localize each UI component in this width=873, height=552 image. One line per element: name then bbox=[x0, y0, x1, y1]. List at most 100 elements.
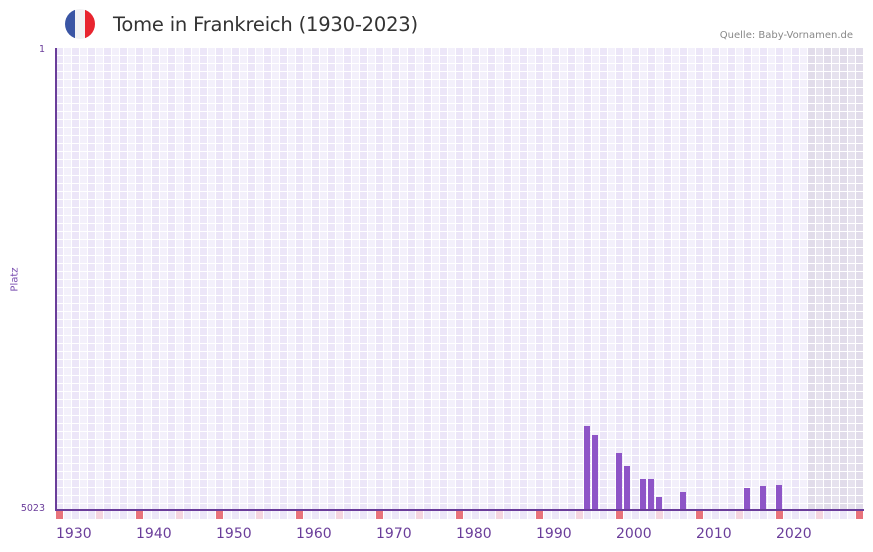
grid-cell bbox=[168, 200, 175, 207]
grid-cell bbox=[176, 112, 183, 119]
grid-cell bbox=[144, 448, 151, 455]
grid-cell bbox=[80, 128, 87, 135]
grid-cell bbox=[160, 408, 167, 415]
grid-cell bbox=[200, 256, 207, 263]
grid-cell bbox=[200, 368, 207, 375]
grid-cell bbox=[56, 320, 63, 327]
grid-cell bbox=[72, 176, 79, 183]
y-tick-bottom: 5023 bbox=[20, 503, 45, 514]
grid-cell bbox=[88, 248, 95, 255]
grid-cell bbox=[176, 448, 183, 455]
grid-cell bbox=[88, 384, 95, 391]
grid-cell bbox=[88, 352, 95, 359]
grid-cell bbox=[128, 312, 135, 319]
grid-cell bbox=[176, 192, 183, 199]
grid-cell bbox=[88, 176, 95, 183]
grid-cell bbox=[88, 472, 95, 479]
grid-cell bbox=[80, 200, 87, 207]
grid-cell bbox=[136, 184, 143, 191]
grid-cell bbox=[96, 296, 103, 303]
grid-cell bbox=[192, 240, 199, 247]
grid-cell bbox=[192, 184, 199, 191]
grid-cell bbox=[176, 56, 183, 63]
grid-cell bbox=[96, 448, 103, 455]
grid-cell bbox=[184, 504, 191, 510]
grid-cell bbox=[176, 424, 183, 431]
grid-cell bbox=[144, 496, 151, 503]
grid-cell bbox=[184, 400, 191, 407]
grid-cell bbox=[136, 424, 143, 431]
grid-cell bbox=[176, 64, 183, 71]
grid-cell bbox=[96, 472, 103, 479]
grid-cell bbox=[168, 232, 175, 239]
grid-cell bbox=[160, 432, 167, 439]
grid-cell bbox=[184, 368, 191, 375]
grid-cell bbox=[128, 48, 135, 55]
grid-cell bbox=[112, 120, 119, 127]
grid-cell bbox=[152, 96, 159, 103]
grid-cell bbox=[120, 144, 127, 151]
grid-cell bbox=[176, 72, 183, 79]
grid-cell bbox=[104, 56, 111, 63]
grid-cell bbox=[80, 72, 87, 79]
grid-cell bbox=[160, 184, 167, 191]
grid-cell bbox=[96, 272, 103, 279]
grid-cell bbox=[64, 320, 71, 327]
grid-cell bbox=[160, 64, 167, 71]
grid-cell bbox=[96, 488, 103, 495]
grid-cell bbox=[144, 376, 151, 383]
grid-cell bbox=[72, 200, 79, 207]
grid-cell bbox=[104, 64, 111, 71]
grid-cell bbox=[88, 184, 95, 191]
grid-cell bbox=[200, 168, 207, 175]
grid-cell bbox=[136, 136, 143, 143]
grid-cell bbox=[152, 240, 159, 247]
grid-cell bbox=[128, 240, 135, 247]
grid-cell bbox=[104, 168, 111, 175]
grid-cell bbox=[128, 144, 135, 151]
grid-cell bbox=[192, 456, 199, 463]
grid-cell bbox=[176, 216, 183, 223]
grid-cell bbox=[144, 472, 151, 479]
grid-cell bbox=[80, 424, 87, 431]
grid-cell bbox=[136, 432, 143, 439]
grid-cell bbox=[64, 336, 71, 343]
grid-cell bbox=[200, 72, 207, 79]
grid-cell bbox=[64, 184, 71, 191]
grid-cell bbox=[160, 144, 167, 151]
grid-cell bbox=[128, 408, 135, 415]
grid-cell bbox=[56, 88, 63, 95]
grid-cell bbox=[152, 352, 159, 359]
grid-cell bbox=[152, 128, 159, 135]
grid-cell bbox=[104, 104, 111, 111]
grid-cell bbox=[56, 496, 63, 503]
grid-cell bbox=[176, 152, 183, 159]
grid-cell bbox=[56, 504, 63, 510]
grid-cell bbox=[120, 272, 127, 279]
grid-cell bbox=[104, 448, 111, 455]
grid-cell bbox=[168, 96, 175, 103]
grid-cell bbox=[104, 200, 111, 207]
grid-cell bbox=[200, 176, 207, 183]
grid-cell bbox=[152, 288, 159, 295]
grid-cell bbox=[144, 96, 151, 103]
grid-cell bbox=[120, 480, 127, 487]
grid-cell bbox=[192, 376, 199, 383]
grid-cell bbox=[88, 264, 95, 271]
grid-cell bbox=[144, 384, 151, 391]
grid-cell bbox=[168, 400, 175, 407]
grid-cell bbox=[160, 192, 167, 199]
grid-cell bbox=[152, 112, 159, 119]
grid-cell bbox=[112, 160, 119, 167]
grid-cell bbox=[128, 368, 135, 375]
grid-cell bbox=[128, 176, 135, 183]
grid-cell bbox=[64, 296, 71, 303]
grid-cell bbox=[160, 128, 167, 135]
grid-cell bbox=[104, 224, 111, 231]
grid-cell bbox=[104, 352, 111, 359]
grid-cell bbox=[192, 272, 199, 279]
grid-cell bbox=[96, 456, 103, 463]
grid-cell bbox=[144, 408, 151, 415]
grid-cell bbox=[176, 344, 183, 351]
grid-cell bbox=[80, 112, 87, 119]
